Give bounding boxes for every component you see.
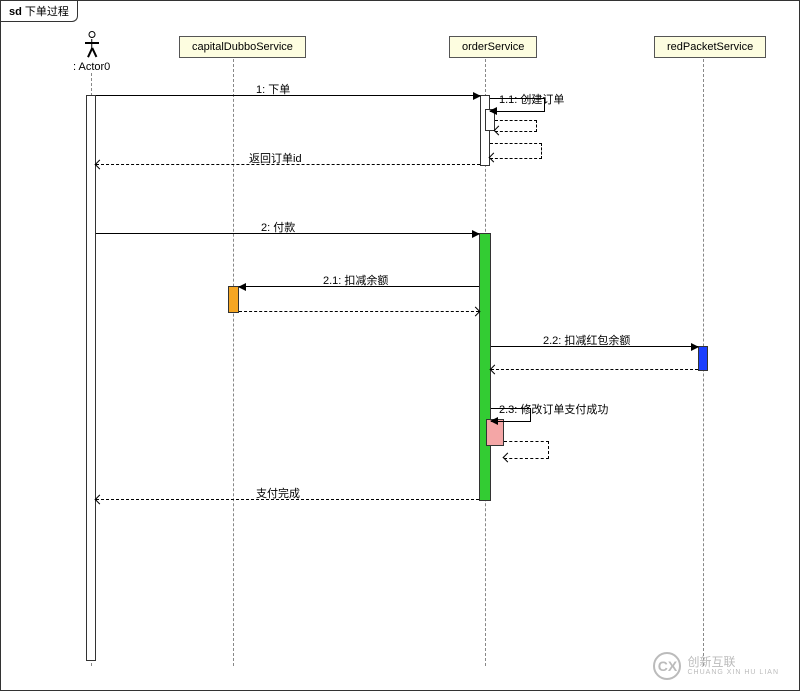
sd-label: sd — [9, 6, 22, 18]
msg-2-2-label: 2.2: 扣减红包余额 — [543, 332, 630, 348]
msg-1-1-label: 1.1: 创建订单 — [499, 91, 564, 107]
frame-title: sd 下单过程 — [1, 1, 78, 22]
activation-order-2 — [479, 233, 491, 501]
msg-1-ret-label: 返回订单id — [249, 150, 302, 166]
actor-label: : Actor0 — [73, 61, 110, 73]
activation-actor-main — [86, 95, 96, 661]
msg-2-ret-label: 支付完成 — [256, 485, 300, 501]
msg-2-1-ret — [239, 311, 479, 312]
watermark: CX 创新互联 CHUANG XIN HU LIAN — [653, 652, 779, 680]
watermark-brand: 创新互联 — [687, 656, 779, 669]
watermark-sub: CHUANG XIN HU LIAN — [687, 669, 779, 677]
lifeline-order: orderService — [449, 36, 537, 58]
msg-2-3-ret — [504, 441, 549, 459]
actor-stick-figure — [82, 31, 102, 59]
frame-name: 下单过程 — [25, 6, 69, 18]
watermark-logo: CX — [653, 652, 681, 680]
activation-redpacket — [698, 346, 708, 371]
lifeline-capital: capitalDubboService — [179, 36, 306, 58]
lifeline-line-capital — [233, 59, 234, 666]
actor-actor0: : Actor0 — [73, 31, 110, 73]
msg-2-1-label: 2.1: 扣减余额 — [323, 272, 388, 288]
lifeline-redpacket: redPacketService — [654, 36, 766, 58]
msg-2-2-ret — [491, 369, 698, 370]
msg-1-1-ret — [495, 120, 537, 132]
watermark-text: 创新互联 CHUANG XIN HU LIAN — [687, 656, 779, 677]
msg-1-ret-self — [490, 143, 542, 159]
msg-2-3-label: 2.3: 修改订单支付成功 — [499, 401, 608, 417]
sequence-diagram-frame: sd 下单过程 : Actor0 capitalDubboService ord… — [0, 0, 800, 691]
msg-2-label: 2: 付款 — [261, 219, 295, 235]
msg-1-label: 1: 下单 — [256, 81, 290, 97]
